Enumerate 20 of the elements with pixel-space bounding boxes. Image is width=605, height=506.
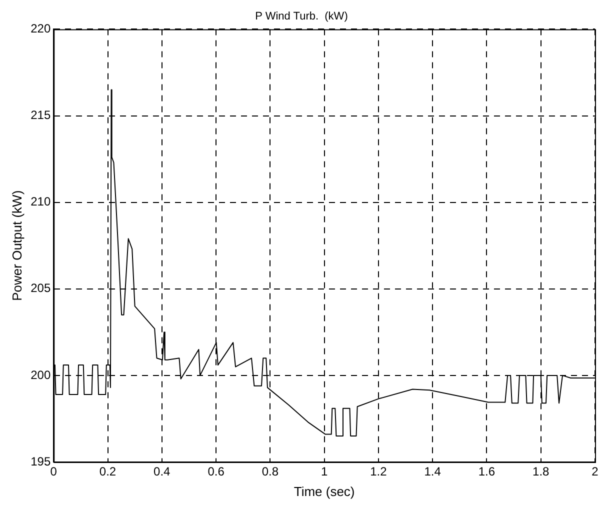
x-axis-title: Time (sec): [294, 484, 355, 499]
x-tick-label: 1: [320, 464, 328, 479]
x-tick-label: 0.4: [154, 464, 171, 479]
y-axis-title: Power Output (kW): [9, 190, 24, 301]
y-tick-label: 215: [30, 108, 51, 122]
y-tick-label: 210: [30, 194, 51, 209]
x-tick-label: 0: [50, 464, 58, 479]
x-tick-label: 0.8: [262, 464, 279, 479]
y-tick-label: 205: [30, 281, 51, 296]
chart-title: P Wind Turb. (kW): [255, 10, 348, 23]
x-tick-label: 0.2: [99, 464, 116, 479]
x-tick-label: 1.2: [370, 464, 388, 479]
y-tick-label: 220: [30, 22, 51, 36]
x-tick-label: 2: [592, 464, 599, 479]
y-tick-label: 200: [30, 368, 51, 382]
x-tick-label: 0.6: [208, 464, 225, 479]
x-tick-label: 1.6: [478, 464, 496, 479]
y-tick-label: 195: [30, 454, 51, 468]
x-tick-label: 1.4: [424, 464, 442, 479]
x-tick-label: 1.8: [532, 464, 550, 479]
